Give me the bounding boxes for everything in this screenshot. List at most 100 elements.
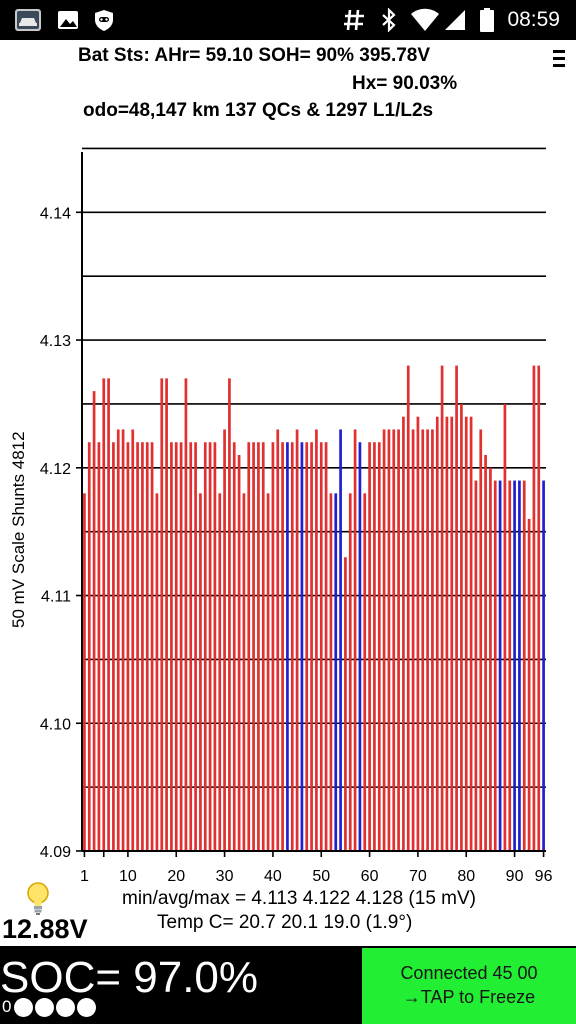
cell-bar (189, 442, 193, 851)
page-dot[interactable] (35, 997, 55, 1017)
page-dot[interactable] (56, 997, 76, 1017)
cell-bar (286, 442, 289, 851)
cell-bar (116, 429, 120, 851)
cell-bar (489, 467, 492, 851)
cell-bar (421, 429, 425, 851)
cell-bar (257, 442, 260, 851)
cell-bar (416, 416, 420, 851)
x-tick-label: 1 (80, 868, 89, 885)
page-indicator[interactable]: 0 (2, 996, 97, 1018)
cell-bar (527, 518, 531, 851)
cell-bar (87, 442, 91, 851)
cell-bar (493, 480, 497, 851)
cell-bar (460, 403, 463, 851)
odometer-line: odo=48,147 km 137 QCs & 1297 L1/L2s (83, 100, 434, 121)
cell-bar (184, 378, 188, 851)
x-tick-label: 40 (264, 868, 282, 885)
cell-voltage-chart[interactable]: 4.09 4.10 4.11 4.12 4.13 4.14 1 10 20 30 40 50 60 70… (0, 128, 576, 888)
cell-bar (174, 442, 178, 851)
x-tick-label: 70 (409, 868, 427, 885)
x-tick-label: 96 (535, 868, 553, 885)
aux-battery-voltage: 12.88V (2, 914, 88, 944)
cell-bar (305, 442, 309, 851)
cell-bar (276, 429, 280, 851)
cell-bar (397, 429, 400, 851)
cell-bar (281, 442, 284, 851)
cell-bar (542, 480, 545, 851)
cell-bar (503, 403, 507, 851)
cell-bar (97, 442, 101, 851)
cell-bar (203, 442, 207, 851)
car-app-icon (15, 9, 41, 31)
cell-bar (435, 416, 439, 851)
tap-to-freeze-label: →TAP to Freeze (402, 987, 536, 1007)
state-of-charge: SOC= 97.0% (0, 953, 259, 1002)
cell-bar (426, 429, 429, 851)
clock: 08:59 (507, 8, 560, 31)
x-tick-labels: 1 10 20 30 40 50 60 70 80 90 96 (80, 851, 553, 885)
x-tick-label: 80 (457, 868, 475, 885)
cell-bar (498, 480, 502, 851)
status-bar: 08:59 (0, 0, 576, 40)
y-tick-label: 4.14 (40, 205, 71, 222)
y-tick-labels: 4.09 4.10 4.11 4.12 4.13 4.14 (40, 205, 82, 861)
cell-bar (373, 442, 376, 851)
cell-bar (450, 416, 454, 851)
cell-bar (170, 442, 173, 851)
cell-bar (83, 493, 86, 851)
cell-bar (261, 442, 265, 851)
cell-bar (102, 378, 106, 851)
cell-bar (252, 442, 255, 851)
cell-bar (440, 365, 444, 851)
cell-bar (237, 455, 241, 851)
lightbulb-icon[interactable] (26, 882, 50, 916)
bluetooth-icon (382, 8, 396, 32)
cell-bar (464, 416, 468, 851)
hx-line: Hx= 90.03% (352, 73, 458, 94)
chart-bars (83, 365, 545, 851)
cell-bar (107, 378, 110, 851)
connect-freeze-button[interactable]: Connected 45 00 →TAP to Freeze (362, 948, 576, 1024)
cell-bar (290, 442, 294, 851)
cell-bar (469, 416, 473, 851)
menu-icon[interactable] (553, 50, 567, 68)
cell-bar (141, 442, 144, 851)
cell-bar (353, 429, 357, 851)
cell-bar (242, 493, 246, 851)
cell-bar (126, 442, 130, 851)
cell-bar (329, 493, 333, 851)
cell-bar (218, 493, 222, 851)
x-tick-label: 60 (361, 868, 379, 885)
cell-bar (199, 493, 202, 851)
wifi-icon (411, 8, 439, 31)
cell-bar (382, 429, 386, 851)
x-tick-label: 30 (216, 868, 234, 885)
cell-bar (508, 480, 512, 851)
cell-bar (271, 442, 275, 851)
cell-bar (223, 429, 226, 851)
cell-bar (208, 442, 212, 851)
cell-bar (315, 429, 318, 851)
cell-bar (155, 493, 159, 851)
cell-bar (406, 365, 410, 851)
hash-icon (344, 9, 364, 31)
cell-bar (232, 442, 236, 851)
cell-bar (319, 442, 323, 851)
y-tick-label: 4.09 (40, 844, 71, 861)
x-tick-label: 90 (506, 868, 524, 885)
cell-bar (339, 429, 342, 851)
y-axis-label: 50 mV Scale Shunts 4812 (9, 431, 28, 628)
cell-bar (455, 365, 458, 851)
cell-bar (160, 378, 164, 851)
cell-bar (411, 429, 415, 851)
cell-bar (150, 442, 154, 851)
min-avg-max: min/avg/max = 4.113 4.122 4.128 (15 mV) (122, 888, 476, 909)
vpn-shield-icon (95, 10, 113, 31)
cell-bar (484, 455, 487, 851)
x-tick-label: 50 (312, 868, 330, 885)
cell-bar (387, 429, 391, 851)
cell-bar (213, 442, 217, 851)
cell-bar (402, 416, 405, 851)
page-dot[interactable] (77, 997, 97, 1017)
page-dot[interactable] (14, 997, 34, 1017)
